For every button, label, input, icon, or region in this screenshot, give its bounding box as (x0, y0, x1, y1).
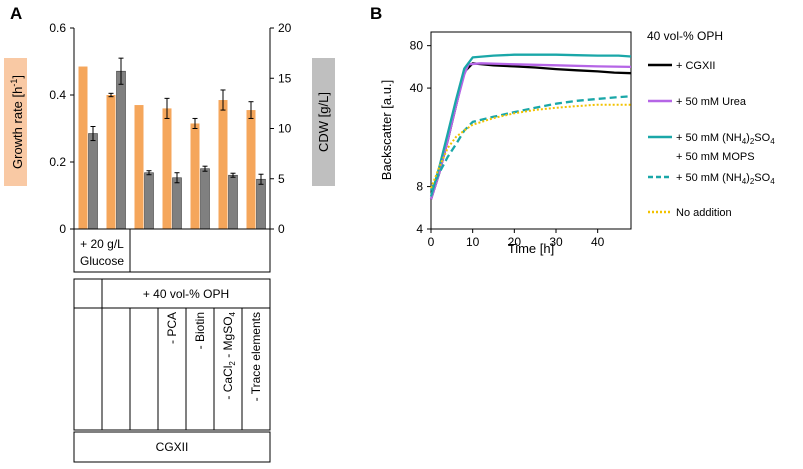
legend-label-urea: + 50 mM Urea (676, 96, 747, 108)
a-left-tick-label: 0.4 (49, 88, 66, 102)
series-line-no_addition (430, 103, 631, 189)
b-x-tick-label: 30 (549, 235, 563, 249)
a-left-tick-label: 0.2 (49, 155, 66, 169)
growth-rate-bar (106, 95, 116, 229)
table-row3-cell-trace (241, 307, 271, 431)
growth-rate-bar (246, 110, 256, 229)
cdw-bar (228, 174, 238, 230)
series-line-nh4so4 (429, 95, 632, 191)
panel-b-plot-frame (430, 31, 632, 230)
table-cacl-label: - CaCl2 - MgSO4 (221, 311, 237, 399)
table-glucose-line2: Glucose (80, 254, 124, 268)
b-y-tick-label: 40 (410, 81, 424, 95)
cdw-bar (172, 177, 182, 230)
a-right-tick-label: 5 (278, 172, 285, 186)
a-right-tick-label: 10 (278, 122, 292, 136)
cdw-bar (256, 178, 266, 230)
time-axis-label: Time [h] (508, 241, 554, 256)
a-left-tick-label: 0.6 (49, 21, 66, 35)
b-y-tick-label: 4 (416, 222, 423, 236)
b-y-tick-label: 8 (416, 180, 423, 194)
backscatter-axis-label: Backscatter [a.u.] (379, 80, 394, 180)
series-line-nh4so4_mops (429, 53, 632, 197)
panel-b-letter: B (370, 4, 382, 23)
legend-label-nh4so4: + 50 mM (NH4)2SO4 (676, 172, 775, 186)
table-row3-cell-2 (101, 307, 131, 431)
b-x-tick-label: 20 (508, 235, 522, 249)
growth-rate-bar (218, 100, 228, 230)
b-x-tick-label: 0 (428, 235, 435, 249)
condition-table: + 20 g/L Glucose + 40 vol-% OPH - PCA - … (73, 228, 271, 463)
panel-a-letter: A (10, 4, 22, 23)
table-glucose-line1: + 20 g/L (80, 237, 124, 251)
b-x-tick-label: 40 (591, 235, 605, 249)
table-cell-cgxii (73, 431, 271, 463)
growth-rate-bar (134, 105, 144, 229)
growth-rate-bar (78, 66, 88, 230)
a-right-tick-label: 15 (278, 71, 292, 85)
growth-rate-bar (162, 108, 172, 229)
table-biotin-label: - Biotin (193, 312, 207, 349)
growth-rate-label-bg (4, 58, 27, 186)
legend-label-nh4so4-mops-line1: + 50 mM (NH4)2SO4 (676, 132, 775, 146)
legend-label-nh4so4-mops-line2: + 50 mM MOPS (676, 151, 755, 163)
legend-label-cgxii: + CGXII (676, 60, 715, 72)
table-cgxii-label: CGXII (156, 440, 189, 454)
cdw-bar (116, 70, 126, 230)
table-cell-blank (73, 278, 103, 309)
legend-label-no-addition: No addition (676, 207, 732, 219)
growth-rate-bar (190, 123, 200, 229)
b-x-tick-label: 10 (466, 235, 480, 249)
table-pca-label: - PCA (165, 312, 179, 344)
table-trace-label: - Trace elements (249, 312, 263, 401)
cdw-bar (144, 172, 154, 230)
a-right-tick-label: 0 (278, 222, 285, 236)
a-right-tick-label: 20 (278, 21, 292, 35)
table-row3-cell-1 (73, 307, 103, 431)
cdw-bar (88, 133, 98, 230)
growth-rate-axis-label: Growth rate [h-1] (9, 75, 25, 169)
table-oph-label: + 40 vol-% OPH (143, 287, 229, 301)
panel-b-title: 40 vol-% OPH (647, 29, 723, 43)
cdw-label-bg (312, 58, 335, 186)
table-cell-empty (129, 228, 271, 273)
table-row3-cell-3 (129, 307, 159, 431)
a-left-tick-label: 0 (59, 222, 66, 236)
cdw-bar (200, 168, 210, 230)
b-y-tick-label: 80 (410, 39, 424, 53)
cdw-axis-label: CDW [g/L] (316, 92, 331, 152)
